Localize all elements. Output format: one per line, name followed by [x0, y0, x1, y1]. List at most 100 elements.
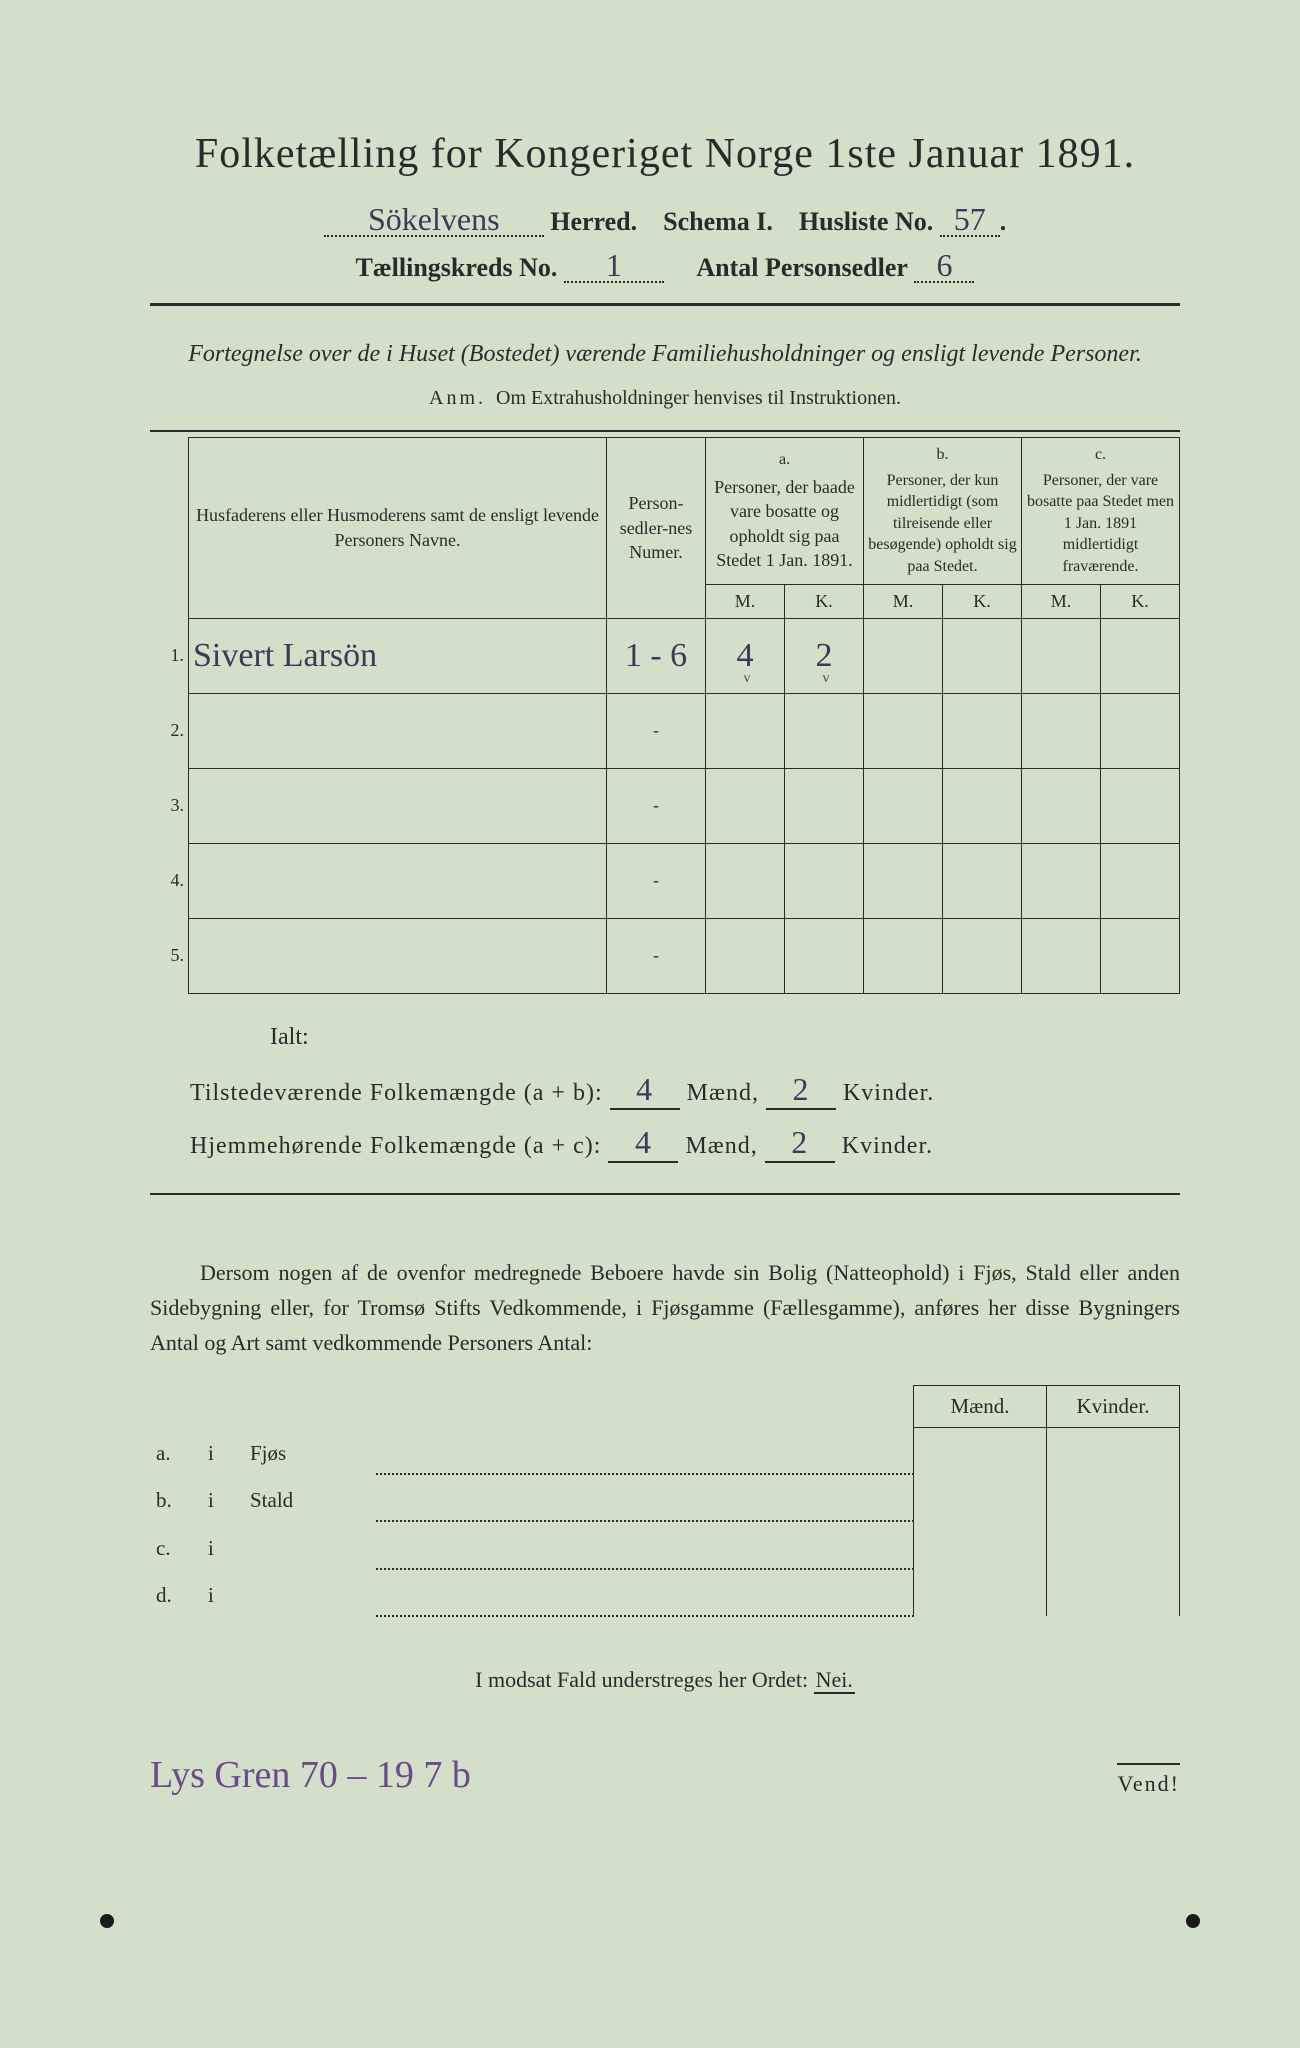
side-row-i: i [202, 1569, 244, 1616]
c-m-cell [1022, 618, 1101, 693]
side-maend-cell [914, 1521, 1047, 1568]
col-b: b. Personer, der kun midlertidigt (som t… [864, 438, 1022, 585]
c-k-cell [1101, 768, 1180, 843]
a-k-cell [785, 918, 864, 993]
kreds-value: 1 [606, 249, 622, 281]
side-kvinder: Kvinder. [1047, 1386, 1180, 1428]
side-row-label: b. [150, 1474, 202, 1521]
row-number: 2. [150, 693, 189, 768]
row-number: 1. [150, 618, 189, 693]
b-m-cell [864, 618, 943, 693]
col-a: a. Personer, der baade vare bosatte og o… [706, 438, 864, 585]
punch-hole-left [100, 1914, 114, 1928]
a-m-cell [706, 693, 785, 768]
b-k-cell [943, 768, 1022, 843]
side-maend-cell [914, 1428, 1047, 1474]
header-line-2: Tællingskreds No. 1 Antal Personsedler 6 [150, 249, 1180, 283]
side-row: d. i [150, 1569, 1180, 1616]
b-m-cell [864, 843, 943, 918]
side-row: b. i Stald [150, 1474, 1180, 1521]
col-numer: Person-sedler-nes Numer. [607, 438, 706, 619]
c-k-cell [1101, 618, 1180, 693]
anm-text: Om Extrahusholdninger henvises til Instr… [496, 387, 901, 409]
col-name: Husfaderens eller Husmoderens samt de en… [189, 438, 607, 619]
side-building-table: Mænd. Kvinder. a. i Fjøs b. i Stald c. i… [150, 1385, 1180, 1617]
c-m-cell [1022, 693, 1101, 768]
antal-value: 6 [936, 249, 952, 281]
b-k-cell [943, 693, 1022, 768]
side-maend-cell [914, 1569, 1047, 1616]
numer-cell: - [607, 843, 706, 918]
a-k-cell [785, 693, 864, 768]
table-row: 4. - [150, 843, 1180, 918]
numer-cell: - [607, 693, 706, 768]
row-number: 4. [150, 843, 189, 918]
nei-word: Nei. [814, 1667, 855, 1694]
form-title: Folketælling for Kongeriget Norge 1ste J… [150, 130, 1180, 178]
table-row: 5. - [150, 918, 1180, 993]
name-cell [189, 693, 607, 768]
c-k-cell [1101, 918, 1180, 993]
vend-label: Vend! [1117, 1763, 1180, 1797]
divider-3 [150, 1193, 1180, 1195]
divider-1 [150, 303, 1180, 306]
table-row: 1. Sivert Larsön 1 - 6 4v 2v [150, 618, 1180, 693]
kreds-label: Tællingskreds No. [356, 253, 558, 282]
side-row-fill [376, 1474, 914, 1521]
a-m-cell [706, 768, 785, 843]
side-kvinder-cell [1047, 1474, 1180, 1521]
numer-cell: - [607, 918, 706, 993]
side-kvinder-cell [1047, 1521, 1180, 1568]
col-a-k: K. [785, 584, 864, 618]
b-m-cell [864, 693, 943, 768]
a-k-cell [785, 768, 864, 843]
name-cell: Sivert Larsön [189, 618, 607, 693]
b-k-cell [943, 618, 1022, 693]
side-kvinder-cell [1047, 1428, 1180, 1474]
b-m-cell [864, 768, 943, 843]
a-m-cell [706, 918, 785, 993]
husliste-label: Husliste No. [799, 207, 933, 236]
herred-value: Sökelvens [368, 203, 500, 235]
col-c-k: K. [1101, 584, 1180, 618]
name-cell [189, 843, 607, 918]
antal-label: Antal Personsedler [696, 253, 908, 282]
col-c-m: M. [1022, 584, 1101, 618]
bottom-handwriting: Lys Gren 70 – 19 7 b [150, 1753, 471, 1797]
main-table: Husfaderens eller Husmoderens samt de en… [150, 437, 1180, 994]
side-row-label: d. [150, 1569, 202, 1616]
subtitle: Fortegnelse over de i Huset (Bostedet) v… [150, 336, 1180, 372]
side-row-i: i [202, 1428, 244, 1474]
header-line-1: Sökelvens Herred. Schema I. Husliste No.… [150, 203, 1180, 237]
b-k-cell [943, 843, 1022, 918]
side-row-name: Fjøs [244, 1428, 376, 1474]
divider-2 [150, 430, 1180, 432]
a-m-cell [706, 843, 785, 918]
herred-label: Herred. [550, 207, 637, 236]
summary-present: Tilstedeværende Folkemængde (a + b): 4 M… [190, 1071, 1180, 1110]
bottom-row: Lys Gren 70 – 19 7 b Vend! [150, 1753, 1180, 1797]
schema-label: Schema I. [663, 207, 773, 236]
numer-cell: 1 - 6 [607, 618, 706, 693]
table-row: 2. - [150, 693, 1180, 768]
b-m-cell [864, 918, 943, 993]
side-row-name: Stald [244, 1474, 376, 1521]
side-row-name [244, 1569, 376, 1616]
side-maend: Mænd. [914, 1386, 1047, 1428]
b-k-cell [943, 918, 1022, 993]
side-row-name [244, 1521, 376, 1568]
anm-label: Anm. [429, 387, 486, 409]
census-form-page: Folketælling for Kongeriget Norge 1ste J… [0, 0, 1300, 2048]
side-row-i: i [202, 1474, 244, 1521]
row-number: 5. [150, 918, 189, 993]
husliste-value: 57 [954, 203, 986, 235]
side-kvinder-cell [1047, 1569, 1180, 1616]
side-row-i: i [202, 1521, 244, 1568]
c-k-cell [1101, 693, 1180, 768]
side-row: a. i Fjøs [150, 1428, 1180, 1474]
col-b-k: K. [943, 584, 1022, 618]
c-m-cell [1022, 768, 1101, 843]
punch-hole-right [1186, 1914, 1200, 1928]
col-b-m: M. [864, 584, 943, 618]
side-row-fill [376, 1521, 914, 1568]
